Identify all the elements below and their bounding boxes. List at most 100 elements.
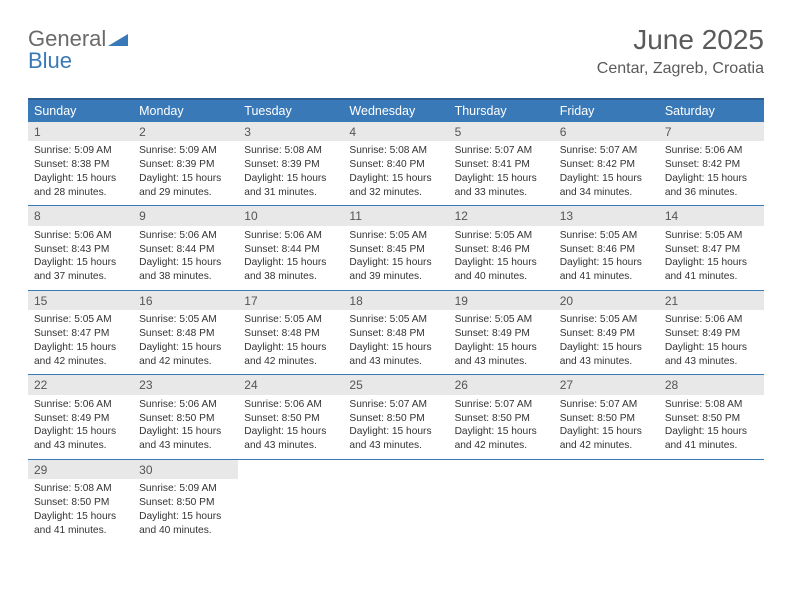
calendar-cell: 21Sunrise: 5:06 AMSunset: 8:49 PMDayligh…: [659, 291, 764, 374]
day-number: 3: [238, 122, 343, 141]
calendar-cell: 12Sunrise: 5:05 AMSunset: 8:46 PMDayligh…: [449, 206, 554, 289]
day-details: Sunrise: 5:07 AMSunset: 8:42 PMDaylight:…: [554, 141, 659, 205]
weekday-header: Tuesday: [238, 100, 343, 122]
weekday-header: Thursday: [449, 100, 554, 122]
calendar-cell: 10Sunrise: 5:06 AMSunset: 8:44 PMDayligh…: [238, 206, 343, 289]
calendar-cell: 9Sunrise: 5:06 AMSunset: 8:44 PMDaylight…: [133, 206, 238, 289]
day-number: 28: [659, 375, 764, 394]
day-number: 19: [449, 291, 554, 310]
calendar-cell: [238, 460, 343, 543]
weekday-header: Sunday: [28, 100, 133, 122]
weekday-header: Wednesday: [343, 100, 448, 122]
logo-triangle-icon: [108, 28, 128, 50]
day-number: 20: [554, 291, 659, 310]
calendar-cell: 30Sunrise: 5:09 AMSunset: 8:50 PMDayligh…: [133, 460, 238, 543]
day-details: Sunrise: 5:05 AMSunset: 8:49 PMDaylight:…: [554, 310, 659, 374]
day-details: Sunrise: 5:09 AMSunset: 8:39 PMDaylight:…: [133, 141, 238, 205]
day-details: Sunrise: 5:05 AMSunset: 8:49 PMDaylight:…: [449, 310, 554, 374]
calendar-cell: 26Sunrise: 5:07 AMSunset: 8:50 PMDayligh…: [449, 375, 554, 458]
calendar-cell: 14Sunrise: 5:05 AMSunset: 8:47 PMDayligh…: [659, 206, 764, 289]
calendar-cell: 28Sunrise: 5:08 AMSunset: 8:50 PMDayligh…: [659, 375, 764, 458]
day-details: Sunrise: 5:05 AMSunset: 8:48 PMDaylight:…: [238, 310, 343, 374]
weekday-header: Monday: [133, 100, 238, 122]
day-number: 15: [28, 291, 133, 310]
calendar-cell: 22Sunrise: 5:06 AMSunset: 8:49 PMDayligh…: [28, 375, 133, 458]
day-number: 6: [554, 122, 659, 141]
calendar-week-row: 29Sunrise: 5:08 AMSunset: 8:50 PMDayligh…: [28, 460, 764, 543]
calendar-cell: 23Sunrise: 5:06 AMSunset: 8:50 PMDayligh…: [133, 375, 238, 458]
day-number: 17: [238, 291, 343, 310]
calendar-cell: [449, 460, 554, 543]
day-details: Sunrise: 5:07 AMSunset: 8:50 PMDaylight:…: [343, 395, 448, 459]
day-details: Sunrise: 5:07 AMSunset: 8:41 PMDaylight:…: [449, 141, 554, 205]
calendar-cell: [554, 460, 659, 543]
weekday-header: Friday: [554, 100, 659, 122]
day-number: 13: [554, 206, 659, 225]
day-number: 22: [28, 375, 133, 394]
day-details: Sunrise: 5:06 AMSunset: 8:49 PMDaylight:…: [28, 395, 133, 459]
day-details: Sunrise: 5:06 AMSunset: 8:43 PMDaylight:…: [28, 226, 133, 290]
logo: General Blue: [28, 28, 128, 72]
day-details: Sunrise: 5:05 AMSunset: 8:46 PMDaylight:…: [449, 226, 554, 290]
day-details: Sunrise: 5:06 AMSunset: 8:44 PMDaylight:…: [133, 226, 238, 290]
calendar-cell: 13Sunrise: 5:05 AMSunset: 8:46 PMDayligh…: [554, 206, 659, 289]
day-details: Sunrise: 5:08 AMSunset: 8:50 PMDaylight:…: [659, 395, 764, 459]
calendar-week-row: 1Sunrise: 5:09 AMSunset: 8:38 PMDaylight…: [28, 122, 764, 206]
day-details: Sunrise: 5:05 AMSunset: 8:48 PMDaylight:…: [133, 310, 238, 374]
page-title: June 2025: [597, 24, 764, 56]
day-number: 27: [554, 375, 659, 394]
day-number: 25: [343, 375, 448, 394]
day-details: Sunrise: 5:06 AMSunset: 8:50 PMDaylight:…: [133, 395, 238, 459]
day-number: 1: [28, 122, 133, 141]
day-details: Sunrise: 5:08 AMSunset: 8:39 PMDaylight:…: [238, 141, 343, 205]
day-number: 11: [343, 206, 448, 225]
calendar-cell: 29Sunrise: 5:08 AMSunset: 8:50 PMDayligh…: [28, 460, 133, 543]
day-details: Sunrise: 5:06 AMSunset: 8:50 PMDaylight:…: [238, 395, 343, 459]
page-subtitle: Centar, Zagreb, Croatia: [597, 60, 764, 78]
calendar-cell: 19Sunrise: 5:05 AMSunset: 8:49 PMDayligh…: [449, 291, 554, 374]
day-details: Sunrise: 5:08 AMSunset: 8:40 PMDaylight:…: [343, 141, 448, 205]
day-number: 30: [133, 460, 238, 479]
day-details: Sunrise: 5:08 AMSunset: 8:50 PMDaylight:…: [28, 479, 133, 543]
day-details: Sunrise: 5:05 AMSunset: 8:48 PMDaylight:…: [343, 310, 448, 374]
day-number: 8: [28, 206, 133, 225]
day-details: Sunrise: 5:06 AMSunset: 8:42 PMDaylight:…: [659, 141, 764, 205]
day-number: 12: [449, 206, 554, 225]
calendar-cell: 7Sunrise: 5:06 AMSunset: 8:42 PMDaylight…: [659, 122, 764, 205]
calendar-cell: 4Sunrise: 5:08 AMSunset: 8:40 PMDaylight…: [343, 122, 448, 205]
calendar-cell: 16Sunrise: 5:05 AMSunset: 8:48 PMDayligh…: [133, 291, 238, 374]
logo-text-2: Blue: [28, 48, 72, 73]
day-number: 21: [659, 291, 764, 310]
calendar: SundayMondayTuesdayWednesdayThursdayFrid…: [28, 98, 764, 543]
calendar-cell: 2Sunrise: 5:09 AMSunset: 8:39 PMDaylight…: [133, 122, 238, 205]
day-details: Sunrise: 5:06 AMSunset: 8:49 PMDaylight:…: [659, 310, 764, 374]
day-details: Sunrise: 5:05 AMSunset: 8:47 PMDaylight:…: [659, 226, 764, 290]
day-details: Sunrise: 5:05 AMSunset: 8:45 PMDaylight:…: [343, 226, 448, 290]
calendar-cell: 6Sunrise: 5:07 AMSunset: 8:42 PMDaylight…: [554, 122, 659, 205]
day-number: 10: [238, 206, 343, 225]
day-number: 2: [133, 122, 238, 141]
calendar-cell: [659, 460, 764, 543]
day-number: 14: [659, 206, 764, 225]
day-details: Sunrise: 5:09 AMSunset: 8:38 PMDaylight:…: [28, 141, 133, 205]
calendar-week-row: 15Sunrise: 5:05 AMSunset: 8:47 PMDayligh…: [28, 291, 764, 375]
day-details: Sunrise: 5:09 AMSunset: 8:50 PMDaylight:…: [133, 479, 238, 543]
calendar-cell: 20Sunrise: 5:05 AMSunset: 8:49 PMDayligh…: [554, 291, 659, 374]
day-number: 24: [238, 375, 343, 394]
day-number: 9: [133, 206, 238, 225]
day-number: 23: [133, 375, 238, 394]
day-details: Sunrise: 5:07 AMSunset: 8:50 PMDaylight:…: [449, 395, 554, 459]
calendar-cell: 24Sunrise: 5:06 AMSunset: 8:50 PMDayligh…: [238, 375, 343, 458]
weekday-header: Saturday: [659, 100, 764, 122]
day-number: 26: [449, 375, 554, 394]
calendar-week-row: 22Sunrise: 5:06 AMSunset: 8:49 PMDayligh…: [28, 375, 764, 459]
day-number: 29: [28, 460, 133, 479]
day-number: 7: [659, 122, 764, 141]
day-number: 5: [449, 122, 554, 141]
calendar-cell: 18Sunrise: 5:05 AMSunset: 8:48 PMDayligh…: [343, 291, 448, 374]
day-number: 4: [343, 122, 448, 141]
calendar-cell: 25Sunrise: 5:07 AMSunset: 8:50 PMDayligh…: [343, 375, 448, 458]
day-details: Sunrise: 5:05 AMSunset: 8:46 PMDaylight:…: [554, 226, 659, 290]
weekday-header-row: SundayMondayTuesdayWednesdayThursdayFrid…: [28, 98, 764, 122]
day-details: Sunrise: 5:07 AMSunset: 8:50 PMDaylight:…: [554, 395, 659, 459]
